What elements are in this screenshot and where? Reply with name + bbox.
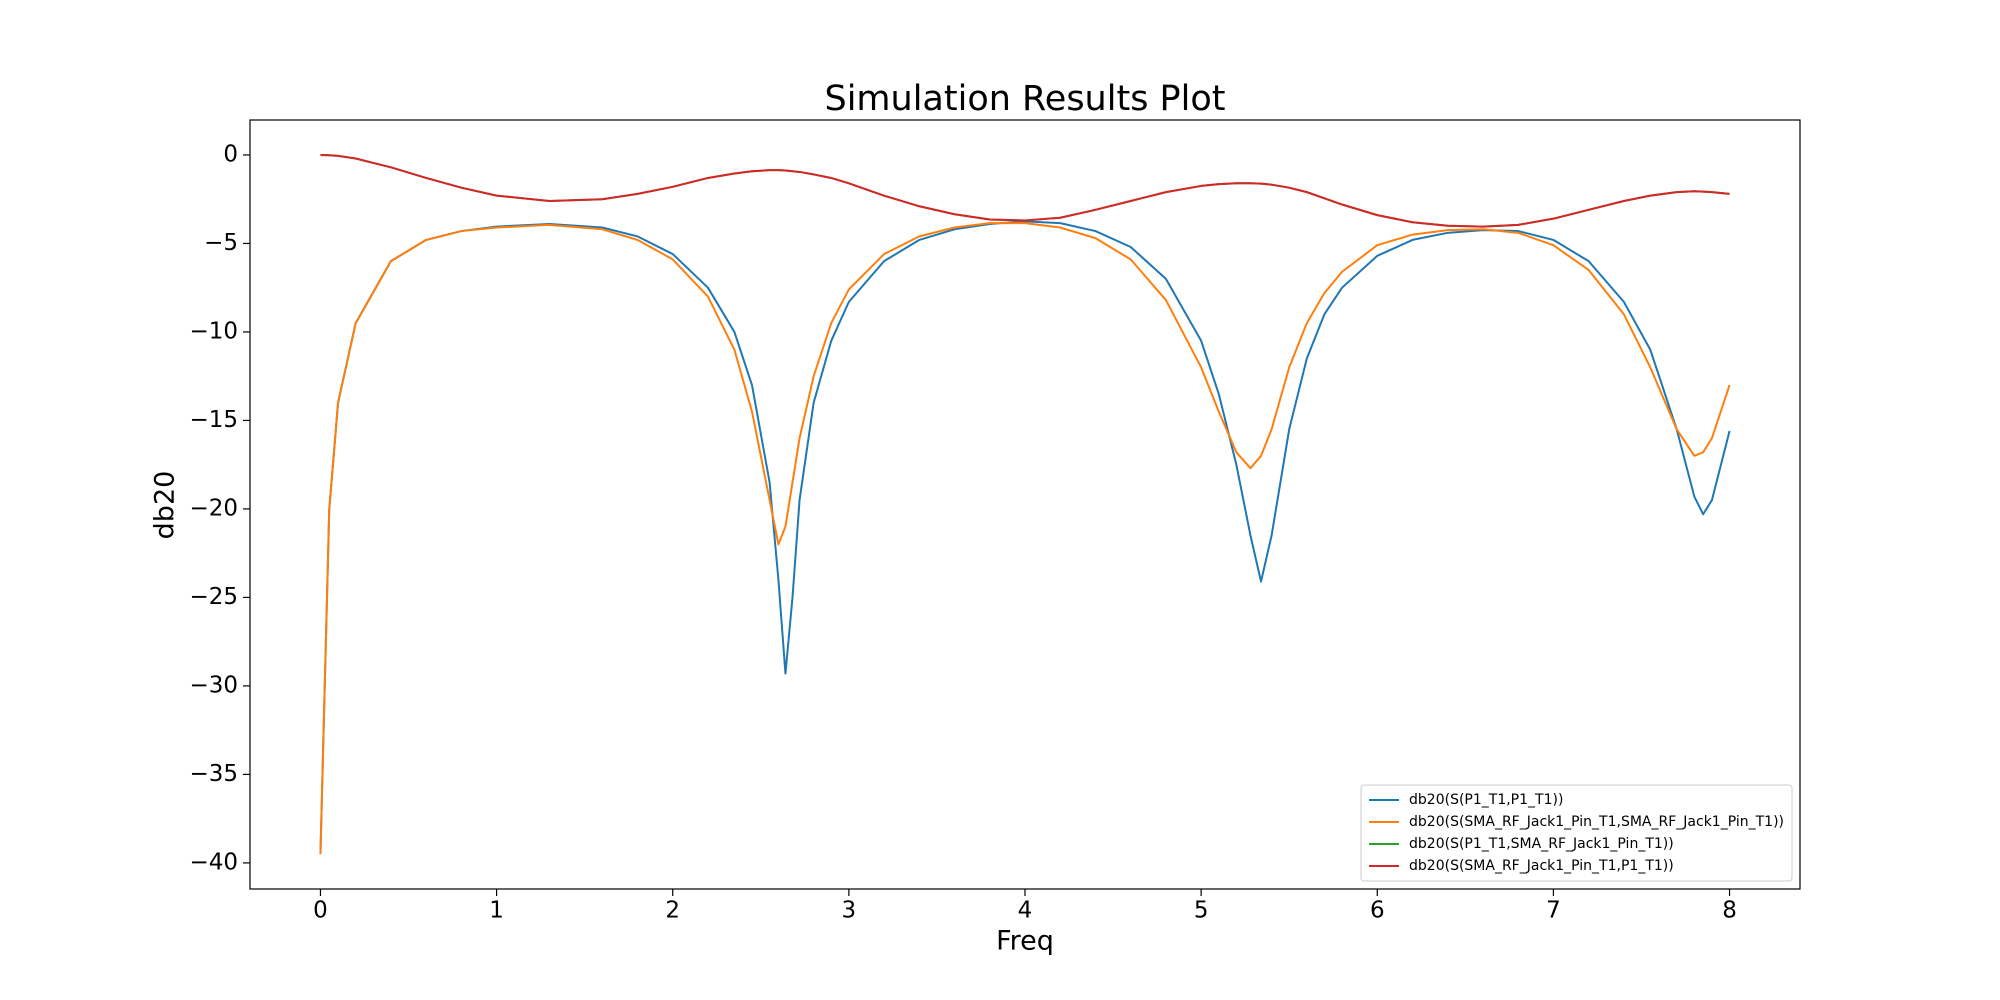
- x-tick-label: 7: [1546, 898, 1561, 924]
- plot-frame: [249, 119, 1801, 890]
- y-tick-label: −10: [189, 318, 238, 344]
- y-tick-label: −30: [189, 672, 238, 698]
- y-tick-label: 0: [223, 141, 238, 167]
- x-tick-label: 6: [1370, 898, 1385, 924]
- y-tick-label: −35: [189, 761, 238, 787]
- legend-label: db20(S(P1_T1,SMA_RF_Jack1_Pin_T1)): [1409, 836, 1674, 852]
- x-axis-label: Freq: [996, 926, 1054, 957]
- legend-label: db20(S(SMA_RF_Jack1_Pin_T1,P1_T1)): [1409, 858, 1674, 874]
- legend-box: [1360, 784, 1793, 882]
- chart-title: Simulation Results Plot: [824, 79, 1225, 119]
- y-tick-label: −5: [204, 230, 238, 256]
- series-line: [319, 222, 1731, 855]
- series-line: [320, 153, 1730, 228]
- y-tick-label: −40: [189, 849, 238, 875]
- x-tick-label: 3: [842, 898, 857, 924]
- y-tick-label: −25: [189, 584, 238, 610]
- series-line: [320, 153, 1730, 228]
- x-tick-label: 0: [313, 898, 328, 924]
- x-tick-label: 4: [1018, 898, 1033, 924]
- series-line: [319, 220, 1731, 855]
- y-axis-label: db20: [150, 471, 181, 540]
- x-tick-label: 2: [665, 898, 680, 924]
- legend: db20(S(P1_T1,P1_T1)) db20(S(SMA_RF_Jack1_…: [1369, 792, 1784, 874]
- x-tick-label: 1: [489, 898, 504, 924]
- legend-label: db20(S(SMA_RF_Jack1_Pin_T1,SMA_RF_Jack1_…: [1409, 814, 1784, 830]
- x-tick-label: 5: [1194, 898, 1209, 924]
- x-tick-label: 8: [1722, 898, 1737, 924]
- y-tick-label: −15: [189, 407, 238, 433]
- y-tick-label: −20: [189, 495, 238, 521]
- legend-label: db20(S(P1_T1,P1_T1)): [1409, 792, 1563, 808]
